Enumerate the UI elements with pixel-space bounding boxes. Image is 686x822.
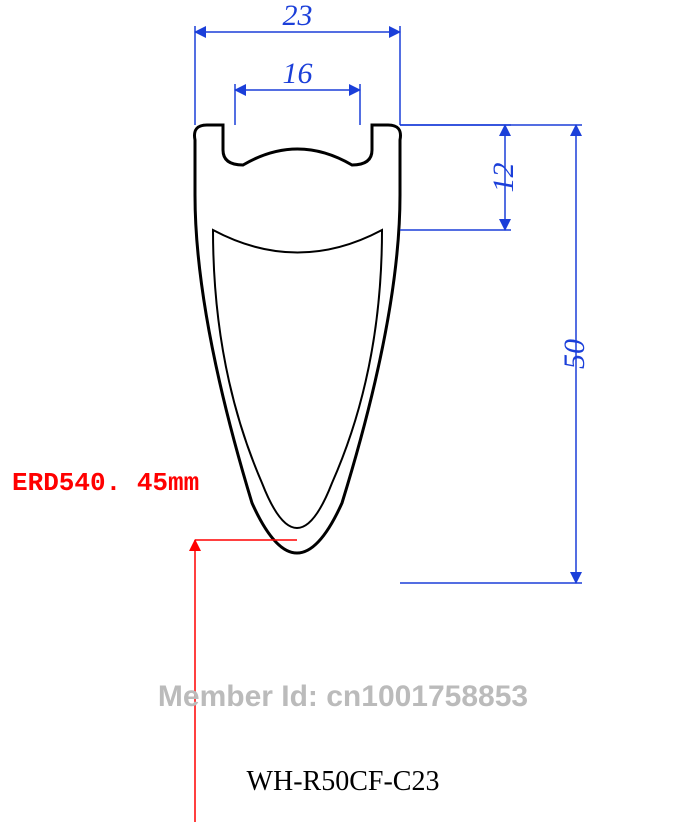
dim-outer-width-label: 23 [283, 0, 313, 32]
dim-bead-depth: 12 [400, 125, 520, 230]
rim-inner-cavity [213, 230, 382, 528]
dim-rim-depth-label: 50 [558, 339, 591, 369]
watermark-text: Member Id: cn1001758853 [158, 680, 528, 713]
dim-inner-width: 16 [235, 57, 360, 125]
dim-rim-depth: 50 [400, 125, 591, 583]
rim-outer-profile [195, 125, 401, 553]
dim-inner-width-label: 16 [283, 57, 313, 90]
dim-bead-depth-label: 12 [487, 163, 520, 193]
part-number: WH-R50CF-C23 [247, 766, 440, 797]
erd-label: ERD540. 45mm [12, 468, 199, 498]
rim-drawing: 23 16 12 50 ERD540. 45mm Member Id: cn1001758… [0, 0, 686, 822]
